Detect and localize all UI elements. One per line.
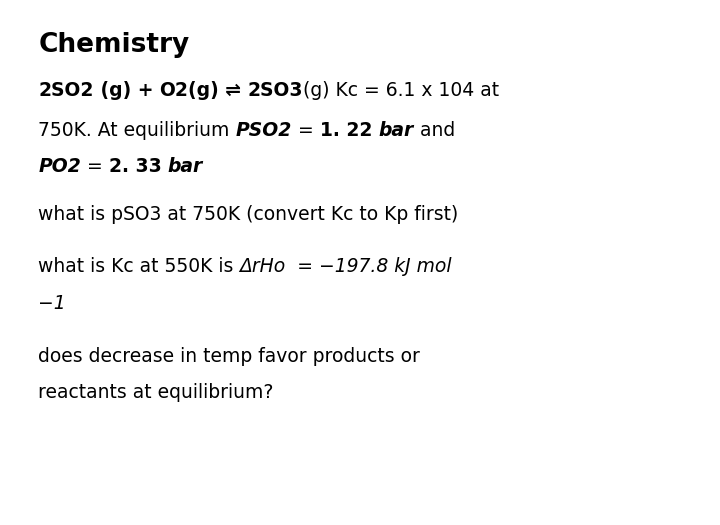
Text: 2SO3: 2SO3: [248, 81, 303, 100]
Text: PO2: PO2: [38, 158, 81, 176]
Text: =: =: [81, 158, 109, 176]
Text: reactants at equilibrium?: reactants at equilibrium?: [38, 383, 274, 402]
Text: bar: bar: [168, 158, 203, 176]
Text: Chemistry: Chemistry: [38, 32, 189, 58]
Text: 2. 33: 2. 33: [109, 158, 168, 176]
Text: 1. 22: 1. 22: [320, 121, 379, 140]
Text: and: and: [414, 121, 455, 140]
Text: (g) ⇌: (g) ⇌: [189, 81, 248, 100]
Text: what is pSO3 at 750K (convert Kc to Kp first): what is pSO3 at 750K (convert Kc to Kp f…: [38, 205, 459, 224]
Text: PSO2: PSO2: [235, 121, 292, 140]
Text: 2SO2: 2SO2: [38, 81, 94, 100]
Text: bar: bar: [379, 121, 414, 140]
Text: does decrease in temp favor products or: does decrease in temp favor products or: [38, 346, 420, 365]
Text: (g) Kc = 6.1 x 104 at: (g) Kc = 6.1 x 104 at: [303, 81, 500, 100]
Text: 750K. At equilibrium: 750K. At equilibrium: [38, 121, 235, 140]
Text: what is Kc at 550K is: what is Kc at 550K is: [38, 257, 240, 276]
Text: (g) +: (g) +: [94, 81, 160, 100]
Text: O2: O2: [160, 81, 189, 100]
Text: ΔrHo  = −197.8 kJ mol: ΔrHo = −197.8 kJ mol: [240, 257, 452, 276]
Text: =: =: [292, 121, 320, 140]
Text: −1: −1: [38, 294, 66, 313]
